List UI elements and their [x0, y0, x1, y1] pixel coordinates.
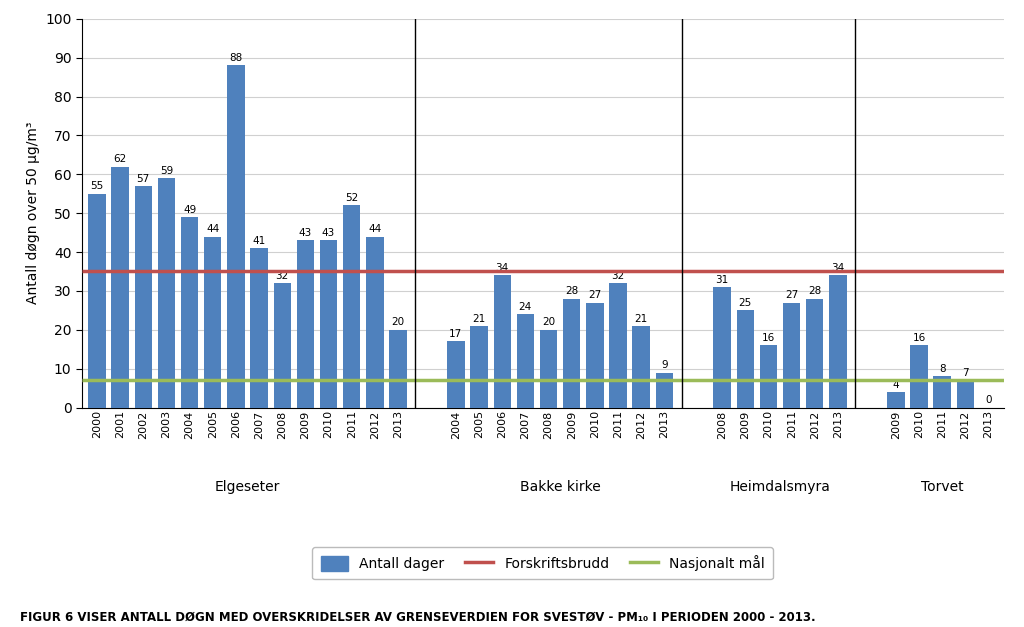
Text: 17: 17 — [450, 329, 463, 339]
Text: 32: 32 — [275, 271, 289, 281]
Bar — [181, 217, 199, 408]
Legend: Antall dager, Forskriftsbrudd, Nasjonalt mål: Antall dager, Forskriftsbrudd, Nasjonalt… — [312, 547, 773, 579]
Bar — [389, 330, 407, 408]
Bar — [367, 236, 384, 408]
Text: 21: 21 — [472, 314, 485, 324]
Text: FIGUR 6 VISER ANTALL DØGN MED OVERSKRIDELSER AV GRENSEVERDIEN FOR SVESTØV - PM₁₀: FIGUR 6 VISER ANTALL DØGN MED OVERSKRIDE… — [20, 611, 816, 624]
Bar — [655, 372, 673, 408]
Y-axis label: Antall døgn over 50 μg/m³: Antall døgn over 50 μg/m³ — [26, 122, 40, 305]
Bar — [158, 178, 175, 408]
Bar — [829, 275, 847, 408]
Text: 25: 25 — [738, 298, 752, 308]
Bar — [273, 283, 291, 408]
Text: Bakke kirke: Bakke kirke — [520, 480, 600, 494]
Text: 62: 62 — [114, 154, 127, 164]
Bar — [806, 298, 823, 408]
Text: 57: 57 — [136, 174, 150, 184]
Text: 59: 59 — [160, 166, 173, 176]
Text: 24: 24 — [519, 302, 532, 312]
Bar — [910, 345, 928, 408]
Text: 0: 0 — [985, 395, 991, 405]
Text: 27: 27 — [588, 290, 601, 300]
Text: 16: 16 — [762, 333, 775, 343]
Text: 52: 52 — [345, 193, 358, 203]
Bar — [134, 186, 152, 408]
Bar — [783, 303, 801, 408]
Bar — [494, 275, 511, 408]
Text: 28: 28 — [808, 287, 821, 297]
Bar — [760, 345, 777, 408]
Text: Elgeseter: Elgeseter — [215, 480, 281, 494]
Text: 43: 43 — [322, 228, 335, 238]
Bar — [714, 287, 731, 408]
Text: 43: 43 — [299, 228, 312, 238]
Bar — [251, 248, 267, 408]
Text: 88: 88 — [229, 53, 243, 63]
Text: 4: 4 — [893, 380, 899, 389]
Bar — [934, 376, 951, 408]
Bar — [297, 240, 314, 408]
Text: 7: 7 — [962, 368, 969, 378]
Bar — [736, 310, 754, 408]
Text: 34: 34 — [496, 263, 509, 273]
Bar — [227, 65, 245, 408]
Text: 28: 28 — [565, 287, 579, 297]
Bar — [540, 330, 557, 408]
Text: 44: 44 — [369, 224, 382, 234]
Text: 49: 49 — [183, 205, 197, 214]
Bar — [633, 326, 650, 408]
Text: 34: 34 — [831, 263, 845, 273]
Bar — [517, 314, 535, 408]
Text: 32: 32 — [611, 271, 625, 281]
Bar — [956, 381, 974, 408]
Bar — [887, 392, 904, 408]
Text: 9: 9 — [660, 361, 668, 370]
Bar — [470, 326, 487, 408]
Text: 8: 8 — [939, 364, 945, 374]
Bar — [586, 303, 603, 408]
Bar — [204, 236, 221, 408]
Bar — [343, 206, 360, 408]
Bar — [609, 283, 627, 408]
Bar — [319, 240, 337, 408]
Bar — [447, 342, 465, 408]
Text: 41: 41 — [253, 236, 265, 246]
Text: 31: 31 — [716, 275, 729, 285]
Bar — [112, 167, 129, 408]
Bar — [563, 298, 581, 408]
Text: 20: 20 — [542, 317, 555, 327]
Text: Torvet: Torvet — [921, 480, 964, 494]
Bar — [88, 194, 105, 408]
Text: 21: 21 — [635, 314, 648, 324]
Text: 55: 55 — [90, 181, 103, 191]
Text: 20: 20 — [391, 317, 404, 327]
Text: 16: 16 — [912, 333, 926, 343]
Text: 44: 44 — [206, 224, 219, 234]
Text: 27: 27 — [785, 290, 799, 300]
Text: Heimdalsmyra: Heimdalsmyra — [730, 480, 830, 494]
